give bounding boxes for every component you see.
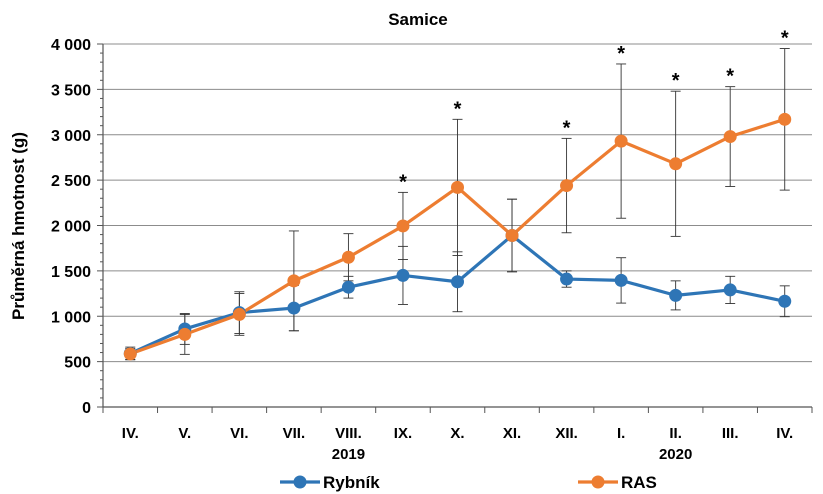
year-labels: 2019 2020 bbox=[332, 446, 693, 463]
y-tick-label: 0 bbox=[82, 400, 91, 417]
y-tick-label: 2 000 bbox=[51, 219, 91, 236]
axes bbox=[97, 43, 813, 413]
data-point bbox=[778, 294, 792, 308]
legend-label: RAS bbox=[621, 473, 657, 492]
data-point bbox=[287, 301, 301, 315]
data-point bbox=[341, 250, 355, 264]
x-tick-labels: IV. V. VI. VII. VIII. IX. X. XI. XII. I. II. III. IV… bbox=[122, 425, 793, 442]
error-bars bbox=[125, 48, 790, 361]
x-tick-label: III. bbox=[722, 425, 739, 442]
data-point bbox=[341, 280, 355, 294]
data-point bbox=[178, 327, 192, 341]
data-point bbox=[778, 112, 792, 126]
data-point bbox=[396, 219, 410, 233]
data-points bbox=[123, 112, 792, 361]
y-axis-label: Průměrná hmotnost (g) bbox=[9, 132, 28, 320]
significance-star: * bbox=[781, 28, 789, 50]
significance-markers: * * * * * * * bbox=[399, 28, 789, 194]
data-point bbox=[287, 274, 301, 288]
significance-star: * bbox=[617, 43, 625, 65]
data-point bbox=[614, 134, 628, 148]
data-point bbox=[723, 283, 737, 297]
legend-label: Rybník bbox=[323, 473, 380, 492]
year-label: 2019 bbox=[332, 446, 365, 463]
y-tick-label: 500 bbox=[64, 355, 91, 372]
y-tick-label: 3 000 bbox=[51, 128, 91, 145]
y-tick-label: 4 000 bbox=[51, 37, 91, 54]
data-point bbox=[723, 130, 737, 144]
x-tick-label: IV. bbox=[122, 425, 139, 442]
data-point bbox=[669, 288, 683, 302]
significance-star: * bbox=[672, 70, 680, 92]
legend-marker bbox=[293, 475, 307, 489]
data-point bbox=[560, 272, 574, 286]
legend: Rybník RAS bbox=[280, 473, 657, 492]
y-tick-label: 3 500 bbox=[51, 82, 91, 99]
significance-star: * bbox=[399, 171, 407, 193]
x-tick-label: VIII. bbox=[335, 425, 362, 442]
data-point bbox=[123, 347, 137, 361]
x-tick-label: VI. bbox=[230, 425, 248, 442]
significance-star: * bbox=[726, 66, 734, 88]
y-tick-label: 1 000 bbox=[51, 309, 91, 326]
chart-title: Samice bbox=[388, 10, 448, 29]
x-tick-label: IX. bbox=[394, 425, 412, 442]
x-tick-label: VII. bbox=[283, 425, 306, 442]
x-tick-label: II. bbox=[669, 425, 682, 442]
legend-marker bbox=[591, 475, 605, 489]
x-tick-label: XII. bbox=[555, 425, 578, 442]
data-point bbox=[396, 268, 410, 282]
x-tick-label: X. bbox=[450, 425, 464, 442]
data-point bbox=[505, 228, 519, 242]
significance-star: * bbox=[563, 117, 571, 139]
data-point bbox=[451, 180, 464, 194]
y-tick-label: 2 500 bbox=[51, 173, 91, 190]
x-tick-label: V. bbox=[178, 425, 191, 442]
y-tick-label: 1 500 bbox=[51, 264, 91, 281]
x-tick-label: IV. bbox=[776, 425, 793, 442]
x-tick-label: XI. bbox=[503, 425, 521, 442]
year-label: 2020 bbox=[659, 446, 692, 463]
x-tick-label: I. bbox=[617, 425, 625, 442]
y-tick-labels: 0 500 1 000 1 500 2 000 2 500 3 000 3 500 4 000 bbox=[51, 37, 91, 417]
data-point bbox=[614, 273, 628, 287]
data-point bbox=[232, 307, 246, 321]
data-point bbox=[451, 275, 464, 289]
data-point bbox=[669, 157, 683, 171]
significance-star: * bbox=[454, 98, 462, 120]
data-point bbox=[560, 179, 574, 193]
